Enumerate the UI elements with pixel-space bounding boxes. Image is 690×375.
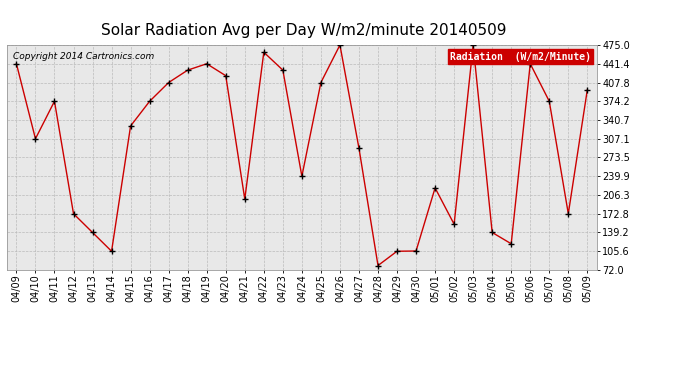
Text: Solar Radiation Avg per Day W/m2/minute 20140509: Solar Radiation Avg per Day W/m2/minute … bbox=[101, 22, 506, 38]
Text: Radiation  (W/m2/Minute): Radiation (W/m2/Minute) bbox=[450, 52, 591, 62]
Text: Copyright 2014 Cartronics.com: Copyright 2014 Cartronics.com bbox=[13, 52, 154, 61]
